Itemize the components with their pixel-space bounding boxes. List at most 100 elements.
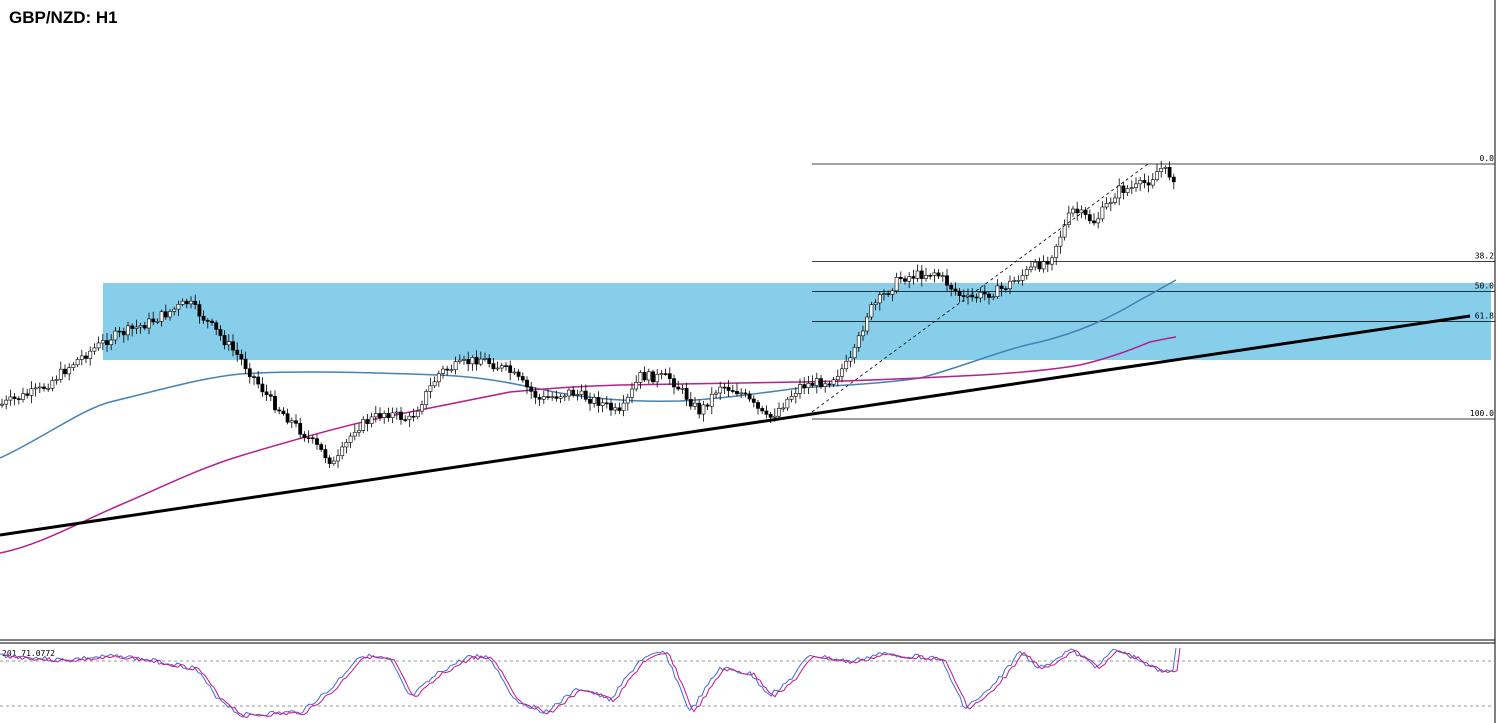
candle-body <box>310 437 315 440</box>
candle-body <box>163 311 168 318</box>
candle-body <box>445 368 450 371</box>
candle-body <box>999 285 1004 289</box>
candle-body <box>537 397 542 400</box>
candle-body <box>1045 261 1050 265</box>
candle-body <box>550 396 555 399</box>
candle-body <box>1058 236 1063 247</box>
candle-body <box>978 291 983 299</box>
candle-body <box>659 373 664 375</box>
candle-body <box>764 410 769 415</box>
candle-body <box>63 368 67 375</box>
candle-body <box>604 402 609 405</box>
candle-body <box>735 391 739 395</box>
candle-body <box>856 335 861 348</box>
candle-body <box>861 330 865 337</box>
candle-body <box>1033 261 1038 268</box>
candle-body <box>810 382 815 386</box>
candle-body <box>386 412 391 419</box>
candle-body <box>466 359 471 365</box>
candle-body <box>512 371 517 374</box>
candle-body <box>600 402 605 406</box>
candle-body <box>970 294 975 298</box>
candle-body <box>504 365 508 367</box>
candle-body <box>37 386 42 389</box>
candle-body <box>298 423 303 435</box>
candle-body <box>315 438 319 445</box>
candle-body <box>1167 167 1172 178</box>
candle-body <box>428 385 433 392</box>
fibonacci-swing-line <box>811 163 1149 413</box>
candle-body <box>331 460 336 464</box>
candle-body <box>781 407 786 410</box>
osc-value-label: 201 71.0772 <box>2 649 55 658</box>
candle-body <box>365 419 370 424</box>
fibonacci-retracement: 0.0 38.2 50.0 61.8 100.0 <box>812 154 1495 420</box>
candle-body <box>882 293 886 295</box>
candle-body <box>218 329 223 336</box>
candle-body <box>126 325 130 336</box>
candle-body <box>1129 187 1134 189</box>
candle-body <box>231 341 235 351</box>
candle-body <box>378 413 382 418</box>
candle-body <box>113 330 118 341</box>
candle-body <box>394 411 399 414</box>
candle-body <box>462 359 466 361</box>
candle-body <box>869 304 874 318</box>
candle-body <box>974 296 979 299</box>
candle-body <box>1159 168 1164 172</box>
candle-body <box>180 300 185 305</box>
candle-body <box>340 446 345 457</box>
candle-body <box>46 387 51 390</box>
candle-body <box>525 379 529 388</box>
candle-body <box>155 321 160 323</box>
candle-body <box>558 396 563 399</box>
candle-body <box>138 325 143 328</box>
candle-body <box>957 290 962 296</box>
candle-body <box>672 378 676 388</box>
candle-body <box>987 293 991 298</box>
candle-body <box>306 437 311 440</box>
candle-body <box>634 382 639 390</box>
candle-body <box>1100 206 1105 220</box>
candle-body <box>688 399 693 407</box>
candle-body <box>226 341 231 346</box>
fib-level-label: 50.0 <box>1475 282 1494 291</box>
candle-body <box>848 357 853 362</box>
candle-body <box>961 295 966 298</box>
candle-body <box>252 376 256 378</box>
ascending-trendline <box>0 314 1471 537</box>
candle-body <box>718 386 723 394</box>
candle-body <box>201 315 206 321</box>
candle-body <box>571 389 576 396</box>
candle-body <box>1096 218 1101 224</box>
candle-body <box>12 396 17 399</box>
candle-body <box>1104 203 1109 208</box>
candle-body <box>991 296 996 298</box>
candle-body <box>1079 209 1084 214</box>
candle-body <box>197 304 202 317</box>
candle-body <box>285 413 290 423</box>
candle-body <box>873 302 878 305</box>
candle-body <box>798 384 802 394</box>
candle-body <box>756 402 760 409</box>
candlesticks <box>0 160 1176 469</box>
candle-body <box>33 387 38 390</box>
candle-body <box>697 402 702 415</box>
candle-body <box>722 386 727 389</box>
chart-title: GBP/NZD: H1 <box>9 8 118 27</box>
candle-body <box>651 371 655 383</box>
candle-body <box>260 383 265 393</box>
candle-body <box>222 335 227 346</box>
candle-body <box>1062 224 1067 238</box>
candle-body <box>508 365 513 373</box>
oscillator-panel: 201 71.0772 <box>0 647 1495 719</box>
oscillator-signal-line <box>3 647 1181 719</box>
candle-body <box>1083 209 1088 215</box>
candle-body <box>67 367 72 375</box>
candle-body <box>0 403 4 406</box>
candle-body <box>625 396 630 404</box>
candle-body <box>403 419 408 421</box>
candle-body <box>693 402 697 407</box>
candle-body <box>1121 185 1126 193</box>
candle-body <box>940 275 945 277</box>
